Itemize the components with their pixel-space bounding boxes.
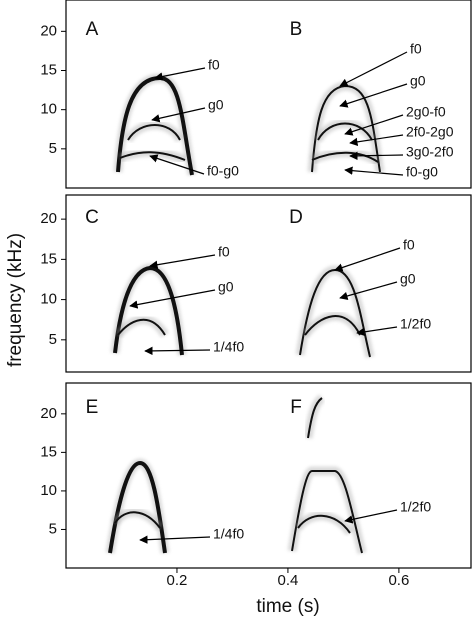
panel-letter: A	[86, 19, 99, 40]
annotation-arrow	[339, 51, 408, 87]
annotation-label: 1/4f0	[213, 339, 244, 355]
spectrogram-trace	[304, 315, 361, 336]
annotation-arrow	[154, 67, 206, 81]
annotation-label: 3g0-2f0	[406, 144, 454, 160]
annotation-arrow	[334, 247, 401, 272]
annotation-label: g0	[218, 279, 234, 295]
panel-letter: C	[85, 207, 99, 228]
annotation-arrow	[149, 154, 205, 175]
annotation-label: g0	[400, 271, 416, 287]
spectrogram-trace	[127, 124, 181, 141]
spectrogram-trace	[297, 514, 351, 534]
annotation-label: g0	[208, 97, 224, 113]
panel-frame	[65, 194, 472, 373]
annotation-arrow	[129, 289, 216, 309]
annotation-label: f0	[208, 57, 220, 73]
y-axis-label: frequency (kHz)	[5, 233, 26, 367]
y-tick-label: 10	[40, 291, 57, 308]
y-tick-label: 10	[40, 482, 57, 499]
spectrogram-trace	[114, 511, 161, 529]
panel-letter: B	[290, 19, 303, 40]
spectrogram-trace	[311, 151, 379, 163]
annotation-arrow	[349, 151, 404, 161]
annotation-arrow	[339, 281, 398, 301]
annotation-label: f0-g0	[207, 163, 239, 179]
annotation-arrow	[344, 509, 398, 524]
annotation-label: 2g0-f0	[406, 104, 446, 120]
annotation-arrow	[139, 535, 211, 544]
spectrogram-halo	[314, 119, 376, 143]
annotation-label: 1/2f0	[400, 316, 431, 332]
y-tick-label: 15	[40, 61, 57, 78]
y-tick-label: 5	[49, 140, 57, 157]
annotation-label: f0-g0	[406, 164, 438, 180]
x-tick-label: 0.4	[277, 572, 298, 589]
annotation-arrow	[151, 107, 206, 123]
spectrogram-trace	[317, 122, 373, 141]
annotation-label: f0	[410, 41, 422, 57]
y-tick-label: 20	[40, 22, 57, 39]
spectrogram-halo	[110, 263, 187, 356]
panel-letter: E	[86, 397, 99, 418]
y-tick-label: 20	[40, 210, 57, 227]
y-tick-label: 15	[40, 250, 57, 267]
panel-letter: F	[290, 397, 302, 418]
annotation-arrow	[344, 166, 404, 176]
annotation-label: f0	[218, 244, 230, 260]
y-tick-label: 5	[49, 520, 57, 537]
x-axis-label: time (s)	[256, 596, 319, 617]
panel-letter: D	[289, 207, 303, 228]
annotation-arrow	[349, 134, 404, 147]
y-tick-label: 15	[40, 443, 57, 460]
panel-frame	[65, 382, 472, 569]
spectrogram-trace	[119, 151, 186, 161]
spectrogram-trace	[117, 318, 166, 336]
annotation-arrow	[356, 326, 398, 337]
spectrogram-halo	[303, 394, 325, 439]
y-tick-label: 5	[49, 331, 57, 348]
annotation-arrow	[339, 83, 408, 108]
annotation-label: f0	[403, 237, 415, 253]
annotation-label: g0	[410, 73, 426, 89]
annotation-arrow	[144, 346, 211, 356]
y-tick-label: 20	[40, 405, 57, 422]
x-tick-label: 0.2	[167, 572, 188, 589]
y-tick-label: 10	[40, 101, 57, 118]
annotation-arrow	[149, 254, 216, 269]
annotation-label: 1/2f0	[400, 499, 431, 515]
spectrogram-trace	[108, 460, 167, 554]
annotation-arrow	[344, 114, 404, 136]
panel-frame	[65, 0, 472, 189]
annotation-label: 2f0-2g0	[406, 124, 454, 140]
annotation-label: 1/4f0	[213, 526, 244, 542]
spectrogram-trace	[307, 397, 323, 439]
x-tick-label: 0.6	[388, 572, 409, 589]
